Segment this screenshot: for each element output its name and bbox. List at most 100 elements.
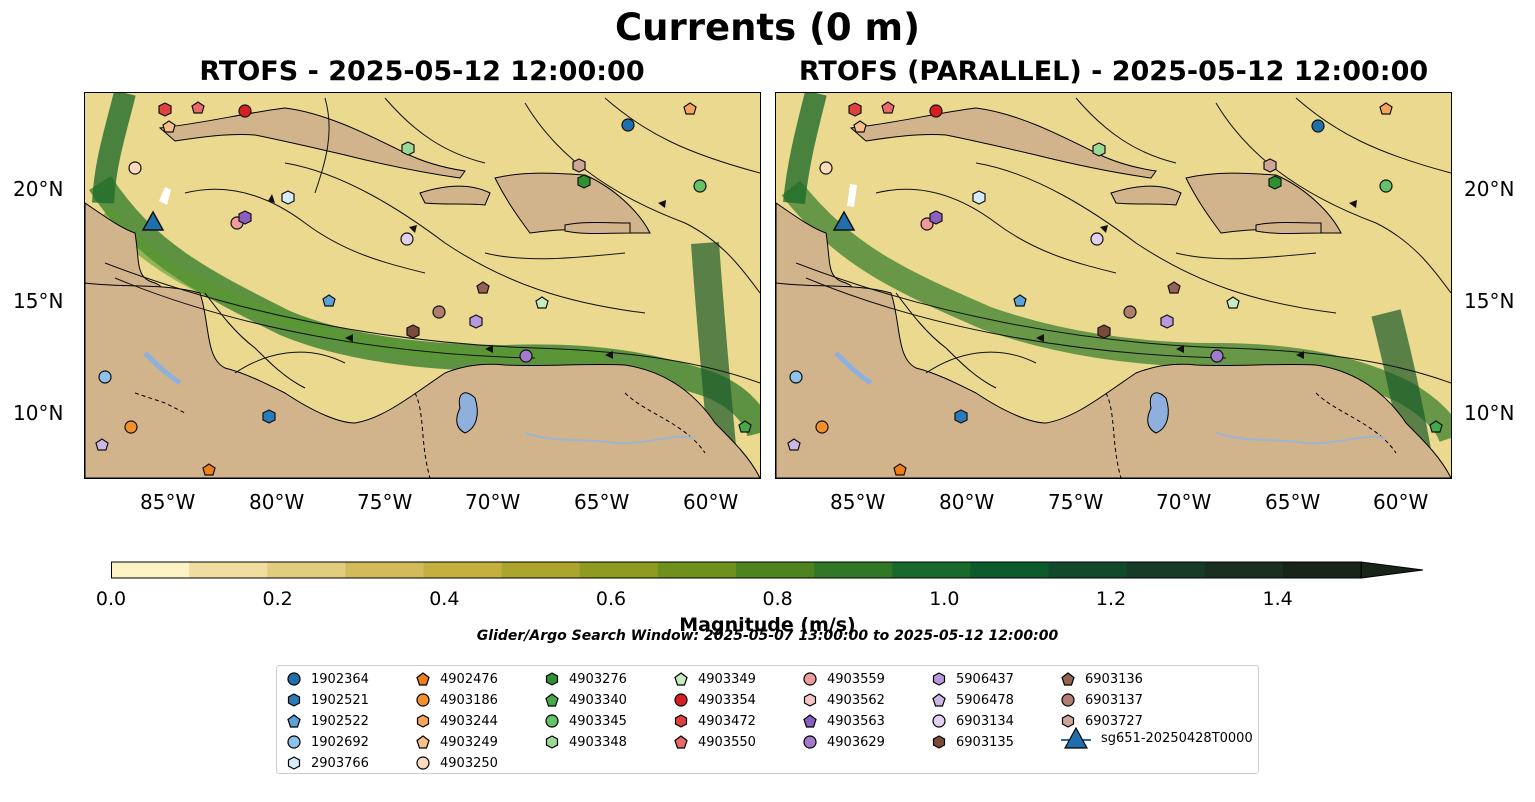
legend-label: 4903276 (569, 671, 627, 687)
figure-title: Currents (0 m) (614, 6, 920, 49)
pentagon-marker-icon (416, 672, 430, 686)
pentagon-marker-icon (287, 714, 301, 728)
colorbar-tick-label: 0.6 (595, 588, 627, 610)
legend-label: 4903559 (827, 671, 885, 687)
pentagon-marker-icon (674, 672, 688, 686)
legend-entry: 1902521 (287, 690, 369, 710)
lon-tick-label: 70°W (465, 490, 521, 514)
lon-tick-label: 80°W (939, 490, 995, 514)
legend-label: 4903249 (440, 734, 498, 750)
legend-entry: 6903727 (1061, 711, 1143, 731)
hexagon-marker-icon (674, 714, 688, 728)
lat-tick-label: 15°N (13, 289, 64, 313)
triangle-marker-icon (1061, 726, 1091, 749)
legend-entry: sg651-20250428T0000 (1061, 726, 1253, 749)
colorbar-label: Magnitude (m/s) (679, 614, 856, 636)
colorbar-tick-label: 0.4 (429, 588, 460, 610)
colorbar-segment (892, 562, 971, 578)
pentagon-marker-icon (545, 693, 559, 707)
map-panel-rtofs-parallel[interactable] (775, 92, 1452, 479)
legend-entry: 6903136 (1061, 669, 1143, 689)
lon-tick-label: 85°W (830, 490, 886, 514)
legend-entry: 5906478 (932, 690, 1014, 710)
lon-tick-label: 65°W (1265, 490, 1321, 514)
legend-entry: 1902692 (287, 732, 369, 752)
lon-tick-label: 60°W (683, 490, 739, 514)
colorbar-segment (657, 562, 737, 578)
legend-label: 4903629 (827, 734, 885, 750)
circle-marker-icon (1061, 693, 1075, 707)
legend-entry: 4903276 (545, 669, 627, 689)
legend-entry: 4903563 (803, 711, 885, 731)
legend: 1902364 1902521 1902522 1902692 2903766 49024… (276, 665, 1259, 774)
lat-tick-label: 20°N (13, 177, 64, 201)
circle-marker-icon (674, 693, 688, 707)
legend-entry: 6903134 (932, 711, 1014, 731)
map-panel-rtofs[interactable] (84, 92, 761, 479)
legend-label: 1902522 (311, 713, 369, 729)
legend-label: 4903186 (440, 692, 498, 708)
colorbar-tick-label: 0.8 (762, 588, 793, 610)
lon-tick-label: 85°W (140, 490, 196, 514)
circle-marker-icon (545, 714, 559, 728)
circle-marker-icon (287, 672, 301, 686)
legend-entry: 5906437 (932, 669, 1014, 689)
lon-tick-label: 65°W (574, 490, 630, 514)
legend-label: 4903345 (569, 713, 627, 729)
legend-entry: 6903135 (932, 732, 1014, 752)
legend-entry: 4903250 (416, 753, 498, 773)
legend-entry: 4903244 (416, 711, 498, 731)
hexagon-marker-icon (545, 672, 559, 686)
legend-label: 4903354 (698, 692, 756, 708)
legend-label: 4902476 (440, 671, 498, 687)
legend-label: 6903135 (956, 734, 1014, 750)
legend-label: 4903349 (698, 671, 756, 687)
lat-tick-label: 15°N (1464, 289, 1515, 313)
lon-tick-label: 75°W (1048, 490, 1104, 514)
legend-label: 4903348 (569, 734, 627, 750)
legend-entry: 1902522 (287, 711, 369, 731)
pentagon-marker-icon (1061, 672, 1075, 686)
pentagon-marker-icon (416, 735, 430, 749)
legend-entry: 4902476 (416, 669, 498, 689)
colorbar-segment (501, 562, 581, 578)
legend-label: 1902521 (311, 692, 369, 708)
colorbar-segment (579, 562, 659, 578)
legend-label: 4903244 (440, 713, 498, 729)
legend-label: 5906478 (956, 692, 1014, 708)
circle-marker-icon (803, 735, 817, 749)
legend-label: 6903727 (1085, 713, 1143, 729)
colorbar-segment (736, 562, 815, 578)
lon-tick-label: 70°W (1156, 490, 1212, 514)
hexagon-marker-icon (803, 693, 817, 707)
legend-entry: 4903340 (545, 690, 627, 710)
search-window-note: Glider/Argo Search Window: 2025-05-07 13… (476, 628, 1059, 644)
legend-label: 4903340 (569, 692, 627, 708)
legend-entry: 2903766 (287, 753, 369, 773)
circle-marker-icon (932, 714, 946, 728)
circle-marker-icon (416, 693, 430, 707)
legend-label: 6903137 (1085, 692, 1143, 708)
legend-entry: 4903550 (674, 732, 756, 752)
legend-label: 6903134 (956, 713, 1014, 729)
colorbar-segment (1126, 562, 1206, 578)
colorbar-outline (111, 561, 1362, 579)
pentagon-marker-icon (803, 714, 817, 728)
lon-tick-label: 80°W (249, 490, 305, 514)
hexagon-marker-icon (416, 714, 430, 728)
legend-label: 6903136 (1085, 671, 1143, 687)
colorbar-segment (814, 562, 893, 578)
legend-entry: 4903354 (674, 690, 756, 710)
hexagon-marker-icon (932, 735, 946, 749)
legend-label: 4903550 (698, 734, 756, 750)
colorbar-tick-label: 1.4 (1262, 588, 1293, 610)
lat-tick-label: 20°N (1464, 177, 1515, 201)
circle-marker-icon (287, 735, 301, 749)
colorbar-segment (1048, 562, 1128, 578)
colorbar-gradient (111, 561, 1424, 579)
legend-label: sg651-20250428T0000 (1101, 730, 1253, 746)
colorbar (111, 561, 1426, 585)
hexagon-marker-icon (287, 693, 301, 707)
hexagon-marker-icon (1061, 714, 1075, 728)
legend-label: 1902692 (311, 734, 369, 750)
